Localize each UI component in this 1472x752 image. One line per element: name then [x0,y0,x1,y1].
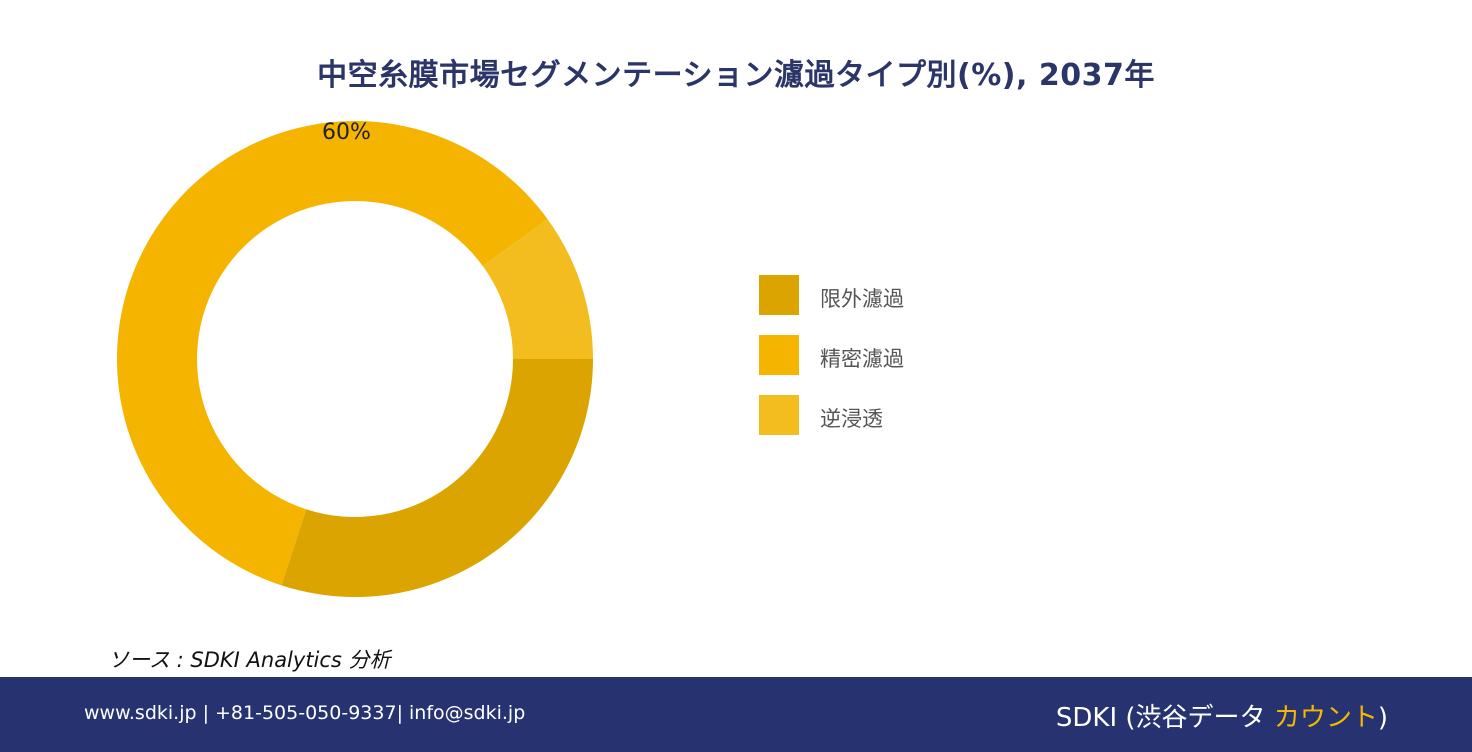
legend-swatch [759,335,799,375]
chart-title: 中空糸膜市場セグメンテーション濾過タイプ別(%), 2037年 [317,58,1155,93]
footer-brand: SDKI (渋谷データ カウント) [1056,697,1388,734]
footer-bar: www.sdki.jp | +81-505-050-9337| info@sdk… [0,677,1472,752]
donut-slice-reverse-osmosis [482,219,593,359]
brand-accent: カウント [1273,703,1378,733]
legend-swatch [759,275,799,315]
legend-item-ultrafiltration: 限外濾過 [759,275,1059,315]
legend-label: 精密濾過 [820,347,904,371]
donut-slice-microfiltration [117,121,548,586]
brand-suffix: ) [1377,703,1388,733]
legend-swatch [759,395,799,435]
data-label-microfiltration: 60% [322,120,371,145]
brand-prefix: SDKI (渋谷データ [1055,703,1274,733]
legend-item-microfiltration: 精密濾過 [759,335,1059,375]
footer-contact: www.sdki.jp | +81-505-050-9337| info@sdk… [84,702,526,724]
legend-label: 逆浸透 [820,407,883,431]
source-note: ソース : SDKI Analytics 分析 [108,648,391,672]
legend-label: 限外濾過 [820,287,904,311]
donut-chart: 60% [117,120,593,597]
legend-item-reverse-osmosis: 逆浸透 [759,395,1059,435]
donut-slice-ultrafiltration [281,359,593,597]
